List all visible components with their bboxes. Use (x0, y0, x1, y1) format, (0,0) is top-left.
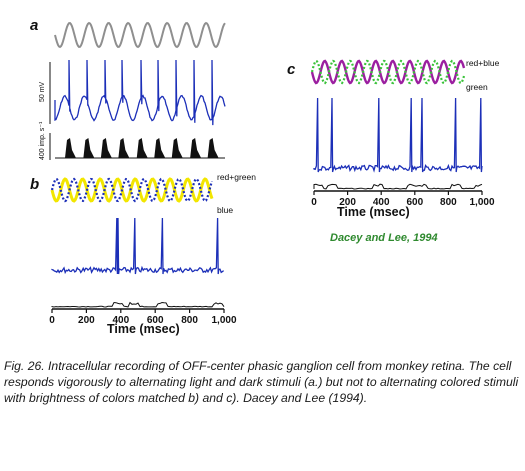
panel-c-voltage-trace (313, 97, 483, 173)
x-tick-label: 400 (112, 315, 129, 326)
rate-scale-label: 400 imp. s⁻¹ (39, 121, 46, 160)
histogram-burst (190, 138, 202, 158)
panel-c-x-axis: 0 200 400 600 800 1,000 (311, 190, 495, 208)
panel-c-stimulus-label-2: green (466, 82, 488, 92)
panel-a-stimulus-trace (54, 21, 226, 49)
panel-a-voltage-scale: 50 mV (39, 62, 51, 124)
figure-caption: Fig. 26. Intracellular recording of OFF-… (4, 359, 519, 405)
x-tick-label: 0 (311, 197, 317, 208)
histogram-burst (154, 138, 166, 158)
panel-b-letter: b (30, 176, 39, 193)
histogram-burst (171, 138, 183, 158)
panel-b-red-green-stimulus (50, 177, 214, 203)
panel-b-stimulus-label-1: red+green (217, 172, 256, 182)
panel-c-x-title: Time (msec) (337, 205, 410, 219)
panel-b-x-title: Time (msec) (107, 322, 180, 336)
panel-c-letter: c (287, 61, 296, 78)
histogram-burst (83, 138, 95, 158)
x-tick-label: 400 (373, 197, 390, 208)
x-tick-label: 1,000 (469, 197, 494, 208)
panel-a-letter: a (30, 17, 38, 34)
x-tick-label: 0 (49, 315, 55, 326)
histogram-burst (100, 138, 112, 158)
histogram-burst (118, 138, 130, 158)
source-credit: Dacey and Lee, 1994 (330, 232, 438, 244)
panel-b-firing-rate-histogram (51, 301, 225, 308)
histogram-burst (207, 138, 219, 158)
histogram-burst (136, 138, 148, 158)
x-tick-label: 1,000 (211, 315, 236, 326)
panel-a-firing-rate-histogram (55, 138, 225, 159)
x-tick-label: 200 (78, 315, 95, 326)
x-tick-label: 600 (147, 315, 164, 326)
histogram-burst (65, 138, 76, 158)
x-tick-label: 800 (181, 315, 198, 326)
panel-b-x-axis: 0 200 400 600 800 1,000 (49, 308, 237, 326)
panel-c-stimulus-label-1: red+blue (466, 58, 500, 68)
panel-b-stimulus-label-2: blue (217, 205, 233, 215)
panel-c-firing-rate-histogram (313, 183, 483, 190)
x-tick-label: 200 (339, 197, 356, 208)
voltage-scale-label: 50 mV (39, 81, 46, 102)
x-tick-label: 800 (440, 197, 457, 208)
panel-b-voltage-trace (51, 217, 225, 275)
x-tick-label: 600 (406, 197, 423, 208)
panel-a-voltage-trace (54, 59, 226, 126)
panel-a-rate-scale: 400 imp. s⁻¹ (39, 121, 51, 160)
